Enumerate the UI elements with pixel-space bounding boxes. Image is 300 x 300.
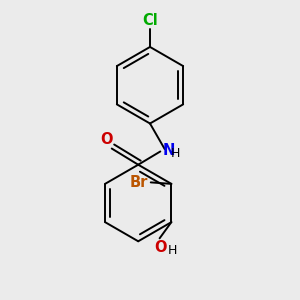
Text: Cl: Cl — [142, 13, 158, 28]
Text: O: O — [100, 132, 113, 147]
Text: O: O — [154, 240, 167, 255]
Text: N: N — [163, 143, 175, 158]
Text: H: H — [167, 244, 177, 256]
Text: Br: Br — [130, 175, 148, 190]
Text: H: H — [171, 147, 180, 160]
